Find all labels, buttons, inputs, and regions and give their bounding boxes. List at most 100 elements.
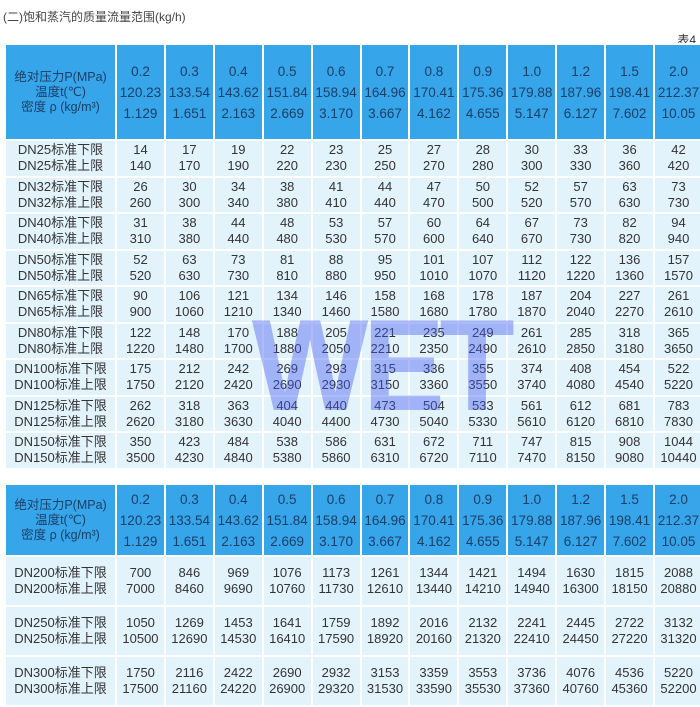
lower-limit-value: 227: [618, 288, 641, 304]
value-cell: 101 1010: [408, 248, 460, 287]
lower-limit-value: 212: [178, 361, 201, 377]
upper-limit-value: 29320: [318, 681, 355, 696]
lower-limit-value: 101: [423, 251, 445, 267]
upper-limit-value: 37360: [513, 681, 550, 696]
table-row: DN65标准下限 DN65标准上限 90 900 106 1060 121 1210 134 13…: [4, 285, 700, 324]
lower-limit-label: DN150标准下限: [14, 434, 107, 450]
value-cell: 2132 21320: [457, 605, 509, 657]
lower-limit-value: 235: [423, 324, 445, 340]
header-column: 0.2 120.23 1.129: [115, 43, 166, 141]
lower-limit-value: 3359: [419, 665, 449, 680]
upper-limit-value: 1010: [419, 267, 449, 283]
upper-limit-value: 4040: [272, 413, 302, 429]
value-cell: 3132 31320: [652, 605, 700, 657]
header-label-line: 绝对压力P(MPa): [14, 497, 107, 512]
value-cell: 1641 16410: [261, 605, 313, 657]
row-label-cell: DN32标准下限 DN32标准上限: [4, 175, 117, 214]
value-cell: 1076 10760: [261, 555, 313, 607]
flow-range-table-1: 绝对压力P(MPa) 温度t(℃) 密度 ρ (kg/m³) 0.2 120.23 1.1…: [4, 43, 700, 470]
header-temperature: 133.54: [168, 84, 210, 100]
lower-limit-value: 14: [133, 142, 148, 158]
lower-limit-label: DN200标准下限: [14, 565, 107, 580]
header-column: 0.4 143.62 2.163: [212, 483, 264, 557]
lower-limit-value: 52: [133, 251, 148, 267]
value-cell: 235 2350: [408, 321, 460, 360]
upper-limit-value: 3150: [370, 377, 400, 393]
upper-limit-value: 5380: [272, 450, 302, 466]
lower-limit-value: 53: [328, 215, 344, 231]
value-cell: 2690 26900: [261, 655, 313, 707]
upper-limit-value: 3630: [223, 413, 253, 429]
header-temperature: 164.96: [364, 512, 406, 528]
upper-limit-value: 45360: [611, 681, 648, 696]
lower-limit-value: 204: [569, 288, 592, 304]
upper-limit-label: DN125标准上限: [14, 413, 107, 429]
value-cell: 1269 12690: [163, 605, 215, 657]
value-cell: 14 140: [115, 139, 166, 178]
header-column: 0.7 164.96 3.667: [359, 483, 411, 557]
header-temperature: 187.96: [559, 84, 602, 100]
lower-limit-value: 122: [569, 251, 592, 267]
upper-limit-value: 3650: [664, 340, 693, 356]
lower-limit-value: 404: [276, 397, 299, 413]
lower-limit-value: 423: [178, 434, 201, 450]
value-cell: 533 5330: [457, 394, 509, 433]
value-cell: 522 5220: [652, 358, 700, 397]
value-cell: 112 1120: [506, 248, 558, 287]
upper-limit-value: 2610: [664, 304, 693, 320]
upper-limit-value: 1360: [615, 267, 644, 283]
upper-limit-value: 1120: [517, 267, 546, 283]
value-cell: 22 220: [261, 139, 313, 178]
lower-limit-value: 44: [231, 215, 246, 231]
header-column: 1.5 198.41 7.602: [604, 483, 655, 557]
row-label-cell: DN25标准下限 DN25标准上限: [4, 139, 117, 178]
value-cell: 47 470: [408, 175, 460, 214]
value-cell: 261 2610: [506, 321, 558, 360]
header-temperature: 198.41: [608, 84, 651, 100]
lower-limit-value: 1759: [321, 615, 351, 630]
upper-limit-label: DN50标准上限: [17, 267, 104, 283]
header-label-cell: 绝对压力P(MPa) 温度t(℃) 密度 ρ (kg/m³): [4, 483, 117, 557]
upper-limit-value: 900: [129, 304, 152, 320]
value-cell: 285 2850: [555, 321, 607, 360]
upper-limit-value: 16410: [269, 631, 306, 646]
lower-limit-value: 538: [276, 434, 299, 450]
lower-limit-value: 57: [573, 178, 588, 194]
value-cell: 318 3180: [604, 321, 655, 360]
header-temperature: 179.88: [511, 84, 553, 100]
value-cell: 44 440: [212, 212, 264, 251]
lower-limit-value: 30: [182, 178, 197, 194]
value-cell: 4076 40760: [555, 655, 607, 707]
table-row: DN50标准下限 DN50标准上限 52 520 63 630 73 730 81 810 88 88…: [4, 248, 700, 287]
header-pressure: 1.5: [620, 491, 639, 507]
header-temperature: 158.94: [315, 512, 357, 528]
upper-limit-value: 380: [276, 194, 299, 210]
header-density: 5.147: [514, 533, 549, 549]
lower-limit-value: 908: [618, 434, 641, 450]
value-cell: 168 1680: [408, 285, 460, 324]
upper-limit-value: 1220: [566, 267, 596, 283]
upper-limit-value: 600: [423, 231, 445, 247]
header-label-line: 温度t(℃): [35, 84, 86, 99]
upper-limit-value: 1060: [174, 304, 204, 320]
value-cell: 204 2040: [555, 285, 607, 324]
lower-limit-value: 26: [133, 178, 148, 194]
value-cell: 25 250: [359, 139, 411, 178]
value-cell: 5220 52200: [652, 655, 700, 707]
value-cell: 1815 18150: [604, 555, 655, 607]
value-cell: 1892 18920: [359, 605, 411, 657]
upper-limit-value: 27220: [611, 631, 648, 646]
lower-limit-value: 157: [667, 251, 690, 267]
lower-limit-value: 38: [182, 215, 197, 231]
upper-limit-value: 8150: [566, 450, 596, 466]
header-density: 2.669: [270, 533, 305, 549]
header-density: 3.667: [368, 105, 402, 121]
value-cell: 2016 20160: [408, 605, 460, 657]
value-cell: 38 380: [261, 175, 313, 214]
lower-limit-value: 3553: [468, 665, 498, 680]
lower-limit-value: 34: [231, 178, 246, 194]
header-pressure: 0.9: [473, 63, 493, 79]
header-column: 1.5 198.41 7.602: [604, 43, 655, 141]
lower-limit-value: 504: [423, 397, 445, 413]
table-row: DN32标准下限 DN32标准上限 26 260 30 300 34 340 38 380 41 41…: [4, 175, 700, 214]
